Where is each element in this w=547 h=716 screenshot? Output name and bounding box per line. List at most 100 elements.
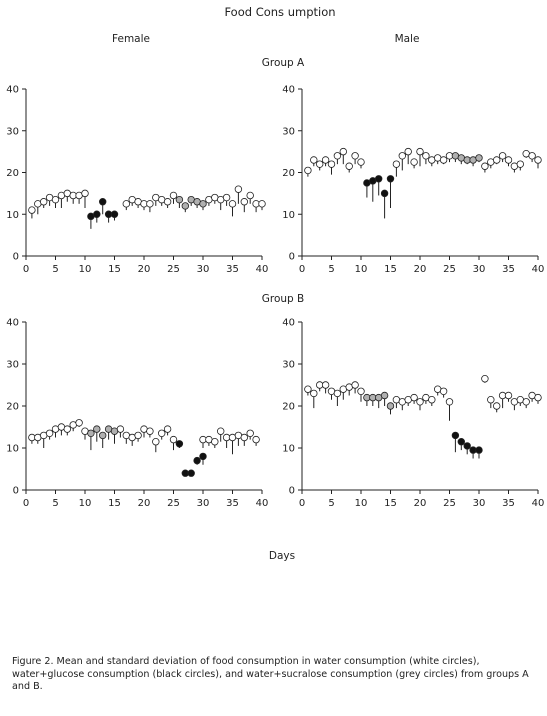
x-tick-label: 20 <box>138 264 151 275</box>
data-point-water-glucose <box>175 440 184 448</box>
data-point-water <box>528 152 536 160</box>
data-point-water <box>252 435 260 444</box>
panel-group-a-male: 0 10 20 30 40 0 5 10 15 20 25 30 35 40 <box>282 85 544 276</box>
x-tick-label: 20 <box>414 498 427 509</box>
x-tick-label: 30 <box>473 498 486 509</box>
data-point-water <box>40 198 48 206</box>
data-point-water <box>240 198 248 206</box>
data-point-water <box>146 200 154 208</box>
data-point-water-sucralose <box>199 200 207 208</box>
data-point-water <box>504 391 513 400</box>
panel-group-a-female: 0 10 20 30 40 0 5 10 15 20 25 30 35 40 <box>6 85 268 276</box>
x-tick-label: 30 <box>473 264 486 275</box>
x-tick-label: 0 <box>299 264 305 275</box>
y-tick-label: 40 <box>282 318 295 329</box>
panel-group-b-male: 0 10 20 30 40 0 5 10 15 20 25 30 35 40 <box>282 318 544 510</box>
data-point-water <box>398 152 406 160</box>
data-point-water <box>258 200 266 208</box>
y-tick-label: 20 <box>6 402 19 413</box>
data-point-water <box>321 381 330 389</box>
data-point-water-sucralose <box>93 425 101 433</box>
x-tick-label: 10 <box>79 498 92 509</box>
data-point-water <box>481 162 489 170</box>
data-point-water <box>51 195 60 204</box>
y-tick-label: 20 <box>282 168 295 179</box>
data-point-water <box>493 402 501 410</box>
data-point-water <box>522 398 530 406</box>
figure-caption: Figure 2. Mean and standard deviation of… <box>12 656 529 692</box>
data-point-water <box>304 385 312 393</box>
x-tick-label: 15 <box>108 498 121 509</box>
series-water-sucralose <box>175 195 207 213</box>
data-point-water <box>163 198 172 206</box>
data-point-water <box>169 191 178 200</box>
x-tick-label: 25 <box>167 498 180 509</box>
panels: 0 10 20 30 40 0 5 10 15 20 25 30 35 40 0 10 20 30 40 0 5 10 15… <box>6 85 544 510</box>
x-tick-label: 10 <box>355 498 368 509</box>
x-tick-label: 10 <box>355 264 368 275</box>
data-point-water <box>169 435 178 444</box>
data-point-water <box>487 396 495 404</box>
x-tick-label: 40 <box>256 264 269 275</box>
y-tick-label: 10 <box>282 210 295 221</box>
data-point-water <box>146 427 154 435</box>
data-point-water <box>246 191 254 200</box>
data-point-water-glucose <box>110 210 119 218</box>
x-tick-label: 35 <box>502 264 515 275</box>
series-water-glucose <box>363 175 395 219</box>
y-tick-label: 0 <box>289 252 295 263</box>
data-point-water <box>416 398 424 406</box>
data-point-water <box>228 200 237 208</box>
data-point-water <box>392 160 401 168</box>
data-point-water <box>333 152 342 160</box>
y-tick-label: 20 <box>282 402 295 413</box>
data-point-water <box>481 375 489 383</box>
data-point-water-glucose <box>193 456 201 465</box>
data-point-water <box>240 433 248 442</box>
data-point-water <box>357 387 365 395</box>
data-point-water-sucralose <box>386 402 395 410</box>
series-water-glucose <box>87 198 119 229</box>
y-tick-label: 40 <box>6 318 19 329</box>
x-tick-label: 15 <box>108 264 121 275</box>
x-axis-label: Days <box>269 550 295 562</box>
data-point-water <box>439 156 448 164</box>
y-tick-label: 30 <box>282 360 295 371</box>
data-point-water <box>234 185 243 193</box>
series-water-sucralose <box>87 425 119 451</box>
x-tick-label: 35 <box>226 264 239 275</box>
y-tick-label: 10 <box>6 210 19 221</box>
data-point-water <box>316 160 324 168</box>
data-point-water-glucose <box>475 446 483 454</box>
x-tick-label: 30 <box>197 498 210 509</box>
data-point-water <box>516 160 524 168</box>
data-point-water <box>410 393 418 402</box>
x-tick-label: 25 <box>443 264 456 275</box>
x-tick-label: 25 <box>443 498 456 509</box>
col-label-female: Female <box>112 33 150 45</box>
data-point-water <box>152 438 160 446</box>
data-point-water <box>439 387 448 395</box>
x-tick-label: 30 <box>197 264 210 275</box>
data-point-water <box>211 438 219 446</box>
data-point-water <box>63 425 71 433</box>
data-point-water <box>345 162 353 170</box>
y-tick-label: 30 <box>6 360 19 371</box>
data-point-water <box>333 389 342 398</box>
data-point-water-glucose <box>380 189 389 198</box>
x-tick-label: 40 <box>256 498 269 509</box>
y-tick-label: 10 <box>6 444 19 455</box>
x-tick-label: 5 <box>328 498 334 509</box>
data-point-water <box>493 156 501 164</box>
data-point-water <box>445 398 454 406</box>
series-water-glucose <box>175 440 207 477</box>
data-point-water <box>122 200 130 208</box>
data-point-water <box>498 152 507 160</box>
data-point-water <box>157 429 166 437</box>
x-tick-label: 40 <box>532 498 545 509</box>
data-point-water-sucralose <box>175 195 184 204</box>
y-tick-label: 20 <box>6 168 19 179</box>
data-point-water-sucralose <box>98 431 107 440</box>
data-point-water-glucose <box>199 452 207 461</box>
x-tick-label: 35 <box>502 498 515 509</box>
